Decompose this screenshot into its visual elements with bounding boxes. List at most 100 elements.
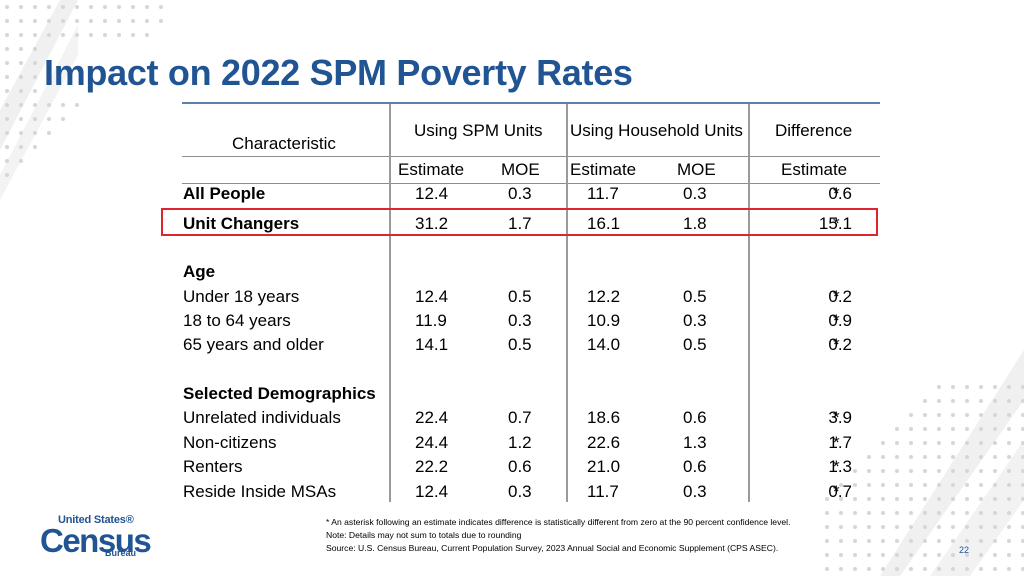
decorative-dot [937,525,941,529]
decorative-dot [937,427,941,431]
decorative-dot [825,511,829,515]
decorative-dot [937,441,941,445]
decorative-dot [1007,469,1011,473]
cell-spm-moe: 1.7 [508,214,532,233]
header-household-units: Using Household Units [570,121,743,140]
decorative-dot [19,19,23,23]
census-bureau-logo: United States® Census Bureau [40,514,152,560]
significance-asterisk: * [833,184,840,203]
table-row: Unit Changers 31.2 1.7 16.1 1.8 15.1 * [182,214,880,238]
subheader-spm-moe: MOE [501,160,540,179]
decorative-dot [19,33,23,37]
decorative-dot [117,33,121,37]
cell-spm-moe: 0.3 [508,184,532,203]
cell-difference-estimate: 0.9 [828,311,852,330]
decorative-dot [5,19,9,23]
footnote-note: Note: Details may not sum to totals due … [326,530,522,540]
decorative-dot [937,399,941,403]
decorative-dots-top-left: /* placeholder */ [0,0,170,200]
subheader-hh-moe: MOE [677,160,716,179]
decorative-dot [979,483,983,487]
decorative-dot [33,33,37,37]
decorative-dot [881,455,885,459]
decorative-dot [951,441,955,445]
decorative-dot [951,553,955,557]
decorative-dot [951,525,955,529]
decorative-dot [937,497,941,501]
row-label: Reside Inside MSAs [183,482,337,501]
decorative-dot [881,469,885,473]
decorative-dot [895,497,899,501]
cell-difference-estimate: 0.2 [828,335,852,354]
decorative-dot [937,539,941,543]
decorative-dot [979,497,983,501]
cell-spm-estimate: 24.4 [415,433,449,452]
logo-line-census: Census [40,522,152,559]
decorative-dot [965,413,969,417]
decorative-dot [937,413,941,417]
decorative-dot [145,19,149,23]
decorative-dot [33,47,37,51]
decorative-dot [5,47,9,51]
decorative-dot [993,525,997,529]
decorative-dot [5,5,9,9]
decorative-dot [937,469,941,473]
decorative-dot [909,427,913,431]
decorative-dot [1007,511,1011,515]
decorative-dot [937,385,941,389]
cell-difference-estimate: 0.6 [828,184,852,203]
decorative-dot [867,539,871,543]
decorative-dot [923,455,927,459]
decorative-dot [5,131,9,135]
decorative-dot [47,5,51,9]
cell-hh-moe: 0.5 [683,287,707,306]
decorative-dot [839,539,843,543]
decorative-dot [965,539,969,543]
decorative-dot [33,103,37,107]
footnotes: * An asterisk following an estimate indi… [326,516,790,555]
decorative-dot [1007,413,1011,417]
cell-spm-estimate: 14.1 [415,335,449,354]
decorative-dot [853,539,857,543]
decorative-dot [5,89,9,93]
decorative-dot [881,539,885,543]
decorative-dot [825,567,829,571]
decorative-dot [47,33,51,37]
decorative-dot [117,19,121,23]
decorative-dot [5,145,9,149]
table-row: All People 12.4 0.3 11.7 0.3 0.6 * [182,184,880,208]
row-label: Under 18 years [183,287,300,306]
decorative-dot [1007,497,1011,501]
decorative-dot [825,553,829,557]
decorative-dot [839,511,843,515]
significance-asterisk: * [833,311,840,330]
decorative-dot [103,5,107,9]
cell-hh-moe: 0.6 [683,457,707,476]
header-characteristic: Characteristic [232,134,336,153]
decorative-dot [89,5,93,9]
decorative-dot [131,19,135,23]
cell-hh-estimate: 14.0 [587,335,621,354]
cell-spm-moe: 0.6 [508,457,532,476]
cell-spm-estimate: 12.4 [415,287,449,306]
decorative-dot [1007,539,1011,543]
decorative-dot [909,553,913,557]
row-label: 65 years and older [183,335,324,354]
decorative-dot [1007,455,1011,459]
row-label: Non-citizens [183,433,277,452]
column-divider [389,104,391,502]
row-label: Unit Changers [183,214,300,233]
decorative-dot [909,483,913,487]
decorative-dot [923,567,927,571]
decorative-dot [979,441,983,445]
decorative-dot [993,567,997,571]
decorative-dot [89,33,93,37]
decorative-dot [923,399,927,403]
decorative-dot [895,525,899,529]
cell-difference-estimate: 3.9 [828,408,852,427]
decorative-dot [853,553,857,557]
row-label: Renters [183,457,243,476]
cell-spm-estimate: 22.2 [415,457,449,476]
decorative-dot [881,553,885,557]
decorative-dot [895,455,899,459]
